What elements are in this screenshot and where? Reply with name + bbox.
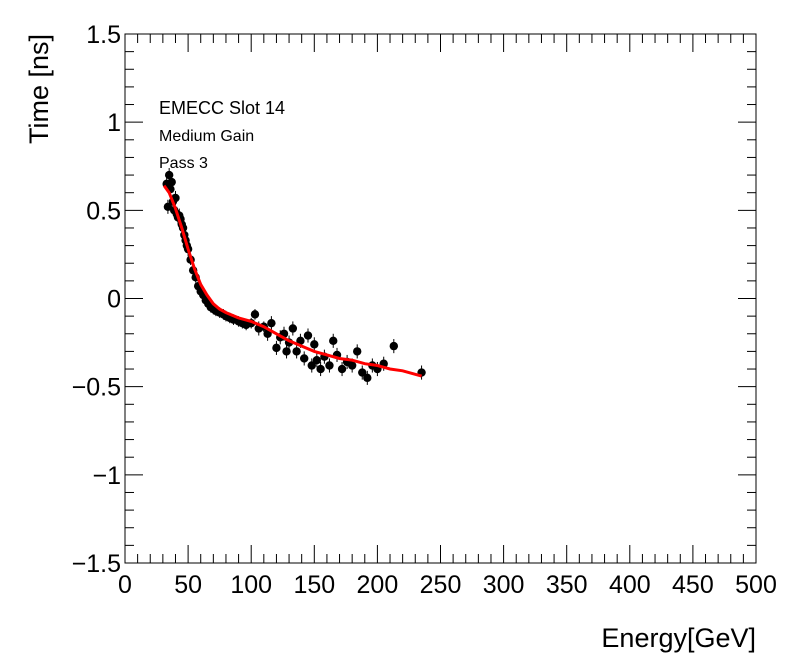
- y-tick-labels: −1.5 −1 −0.5 0 0.5 1 1.5: [72, 21, 121, 578]
- data-point: [358, 368, 367, 377]
- data-point: [363, 373, 372, 383]
- x-tick-label: 300: [483, 571, 525, 599]
- y-axis-title: Time [ns]: [24, 34, 54, 144]
- data-point: [288, 324, 298, 333]
- data-point: [267, 318, 276, 328]
- data-point: [389, 341, 399, 351]
- x-tick-label: 400: [609, 571, 651, 599]
- annotation-pass: Pass 3: [159, 155, 208, 172]
- data-point: [307, 361, 316, 370]
- x-tick-label: 450: [672, 571, 714, 599]
- data-point: [303, 331, 313, 340]
- y-tick-label: −0.5: [72, 374, 121, 402]
- y-tick-label: 1.5: [86, 21, 121, 49]
- data-point: [347, 361, 357, 370]
- x-tick-label: 50: [174, 571, 202, 599]
- data-point: [337, 364, 347, 374]
- data-point: [329, 336, 338, 346]
- data-point: [296, 336, 305, 346]
- data-point: [164, 170, 174, 180]
- x-tick-label: 0: [118, 571, 132, 599]
- data-point: [310, 340, 319, 349]
- x-tick-label: 100: [230, 571, 272, 599]
- x-tick-label: 150: [293, 571, 335, 599]
- x-tick-label: 200: [357, 571, 399, 599]
- data-point: [292, 347, 301, 356]
- data-point: [282, 347, 291, 356]
- data-point: [163, 202, 173, 212]
- data-point: [167, 177, 176, 187]
- x-axis-title: Energy[GeV]: [601, 623, 756, 653]
- x-tick-labels: 0 50 100 150 200 250 300 350 400 450 500: [118, 571, 777, 599]
- x-tick-label: 250: [420, 571, 462, 599]
- y-tick-label: 0: [107, 286, 121, 314]
- axis-ticks: [124, 33, 757, 564]
- data-point: [272, 343, 281, 353]
- fit-curve: [162, 184, 423, 378]
- annotation-slot: EMECC Slot 14: [159, 98, 285, 118]
- data-point: [316, 364, 325, 374]
- x-tick-label: 350: [546, 571, 588, 599]
- data-point: [312, 356, 322, 365]
- data-point: [325, 361, 334, 370]
- y-tick-label: −1.5: [72, 550, 121, 578]
- y-tick-label: 1: [107, 109, 121, 137]
- data-point: [250, 310, 260, 319]
- annotation-gain: Medium Gain: [159, 128, 254, 145]
- data-point: [300, 354, 309, 363]
- data-point: [353, 347, 362, 356]
- x-tick-label: 500: [735, 571, 777, 599]
- y-tick-label: −1: [92, 462, 121, 490]
- y-tick-label: 0.5: [86, 197, 121, 225]
